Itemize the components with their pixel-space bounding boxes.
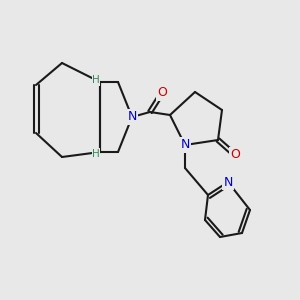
Text: N: N — [180, 139, 190, 152]
Text: H: H — [92, 75, 100, 85]
Text: N: N — [223, 176, 233, 188]
Text: N: N — [127, 110, 137, 124]
Text: H: H — [92, 149, 100, 159]
Text: O: O — [230, 148, 240, 161]
Text: O: O — [157, 86, 167, 100]
